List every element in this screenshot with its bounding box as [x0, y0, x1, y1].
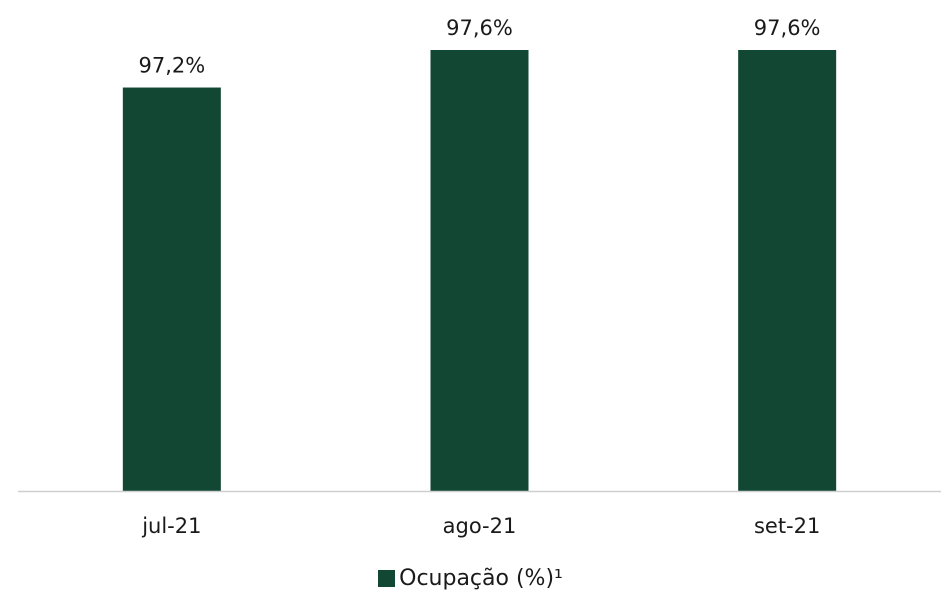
legend: Ocupação (%)¹ — [0, 566, 941, 591]
data-label: 97,6% — [754, 16, 821, 40]
x-tick-label: set-21 — [754, 514, 820, 538]
data-label: 97,6% — [446, 16, 513, 40]
x-tick-label: ago-21 — [443, 514, 517, 538]
x-tick-label: jul-21 — [141, 514, 201, 538]
bar-jul-21 — [122, 87, 221, 491]
bar-ago-21 — [430, 50, 529, 491]
legend-swatch — [378, 570, 396, 587]
legend-label: Ocupação (%)¹ — [399, 566, 563, 591]
bar-set-21 — [738, 50, 837, 491]
data-label: 97,2% — [138, 54, 205, 78]
